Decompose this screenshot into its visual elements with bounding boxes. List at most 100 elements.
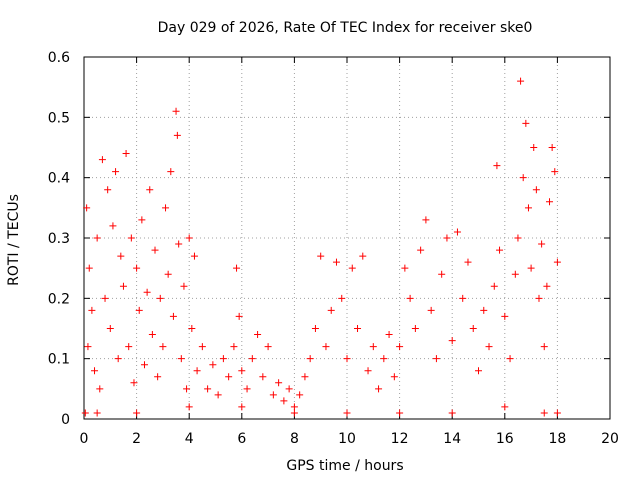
data-point bbox=[156, 294, 164, 302]
data-point bbox=[546, 198, 554, 206]
data-point bbox=[375, 385, 383, 393]
data-point bbox=[438, 270, 446, 278]
data-point bbox=[490, 282, 498, 290]
data-point bbox=[485, 343, 493, 351]
y-tick-label: 0.5 bbox=[48, 110, 70, 126]
data-point bbox=[143, 288, 151, 296]
data-point bbox=[96, 385, 104, 393]
data-point bbox=[348, 264, 356, 272]
data-point bbox=[173, 131, 181, 139]
data-point bbox=[117, 252, 125, 260]
data-point bbox=[172, 107, 180, 115]
data-point bbox=[101, 294, 109, 302]
x-tick-label: 0 bbox=[80, 431, 89, 447]
data-point bbox=[448, 409, 456, 417]
y-axis-label: ROTI / TECUs bbox=[6, 194, 22, 286]
x-tick-label: 20 bbox=[601, 431, 619, 447]
data-point bbox=[453, 228, 461, 236]
y-axis-ticks: 0 0.1 0.2 0.3 0.4 0.5 0.6 bbox=[48, 50, 610, 428]
data-point bbox=[83, 204, 91, 212]
data-point bbox=[238, 367, 246, 375]
data-point bbox=[119, 282, 127, 290]
data-point bbox=[290, 403, 298, 411]
data-point bbox=[493, 162, 501, 170]
data-point bbox=[290, 409, 298, 417]
data-point bbox=[548, 144, 556, 151]
data-point bbox=[93, 409, 101, 417]
x-tick-label: 2 bbox=[132, 431, 141, 447]
data-point bbox=[185, 403, 193, 411]
data-point bbox=[538, 240, 546, 248]
data-point bbox=[380, 355, 388, 363]
data-point bbox=[369, 343, 377, 351]
data-point bbox=[432, 355, 440, 363]
data-point bbox=[417, 246, 425, 254]
data-point bbox=[85, 264, 93, 272]
data-point bbox=[275, 379, 283, 387]
data-point bbox=[396, 343, 404, 351]
data-point bbox=[553, 258, 561, 266]
data-point bbox=[411, 325, 419, 332]
data-point bbox=[238, 403, 246, 411]
data-point bbox=[385, 331, 393, 339]
data-point bbox=[359, 252, 367, 260]
data-point bbox=[93, 234, 101, 242]
data-point bbox=[81, 409, 89, 417]
data-point bbox=[301, 373, 309, 381]
data-point bbox=[406, 294, 414, 302]
data-point bbox=[88, 306, 96, 314]
data-point bbox=[167, 168, 175, 176]
data-point bbox=[448, 337, 456, 345]
data-point bbox=[464, 258, 472, 266]
data-point bbox=[285, 385, 293, 393]
data-point bbox=[225, 373, 233, 381]
data-point bbox=[535, 294, 543, 302]
x-tick-label: 6 bbox=[237, 431, 246, 447]
data-points bbox=[81, 77, 561, 417]
data-point bbox=[443, 234, 451, 242]
data-point bbox=[204, 385, 212, 393]
x-axis-ticks: 0 2 4 6 8 10 12 14 16 18 20 bbox=[80, 57, 619, 447]
data-point bbox=[317, 252, 325, 260]
data-point bbox=[343, 409, 351, 417]
data-point bbox=[396, 409, 404, 417]
x-tick-label: 16 bbox=[496, 431, 514, 447]
data-point bbox=[146, 186, 154, 194]
data-point bbox=[243, 385, 251, 393]
data-point bbox=[540, 343, 548, 351]
data-point bbox=[130, 379, 138, 387]
data-point bbox=[459, 294, 467, 302]
data-point bbox=[296, 391, 304, 399]
data-point bbox=[514, 234, 522, 242]
data-point bbox=[180, 282, 188, 290]
data-point bbox=[162, 204, 170, 212]
x-axis-label: GPS time / hours bbox=[286, 458, 403, 474]
data-point bbox=[475, 367, 482, 375]
data-point bbox=[248, 355, 256, 363]
y-tick-label: 0.1 bbox=[48, 352, 70, 368]
data-point bbox=[527, 264, 535, 272]
y-tick-label: 0.6 bbox=[48, 50, 70, 66]
data-point bbox=[254, 331, 262, 339]
data-point bbox=[259, 373, 267, 381]
data-point bbox=[332, 258, 340, 266]
data-point bbox=[154, 373, 162, 381]
x-tick-label: 18 bbox=[548, 431, 566, 447]
data-point bbox=[177, 355, 185, 363]
data-point bbox=[233, 264, 241, 272]
data-point bbox=[112, 168, 120, 176]
data-point bbox=[540, 409, 548, 417]
data-point bbox=[188, 325, 196, 332]
data-point bbox=[151, 246, 159, 254]
data-point bbox=[264, 343, 272, 351]
data-point bbox=[517, 77, 525, 85]
x-tick-label: 12 bbox=[391, 431, 409, 447]
data-point bbox=[122, 150, 130, 158]
data-point bbox=[501, 403, 509, 411]
data-point bbox=[322, 343, 330, 351]
data-point bbox=[522, 119, 530, 127]
data-point bbox=[104, 186, 112, 194]
data-point bbox=[280, 397, 288, 405]
data-point bbox=[219, 355, 227, 363]
